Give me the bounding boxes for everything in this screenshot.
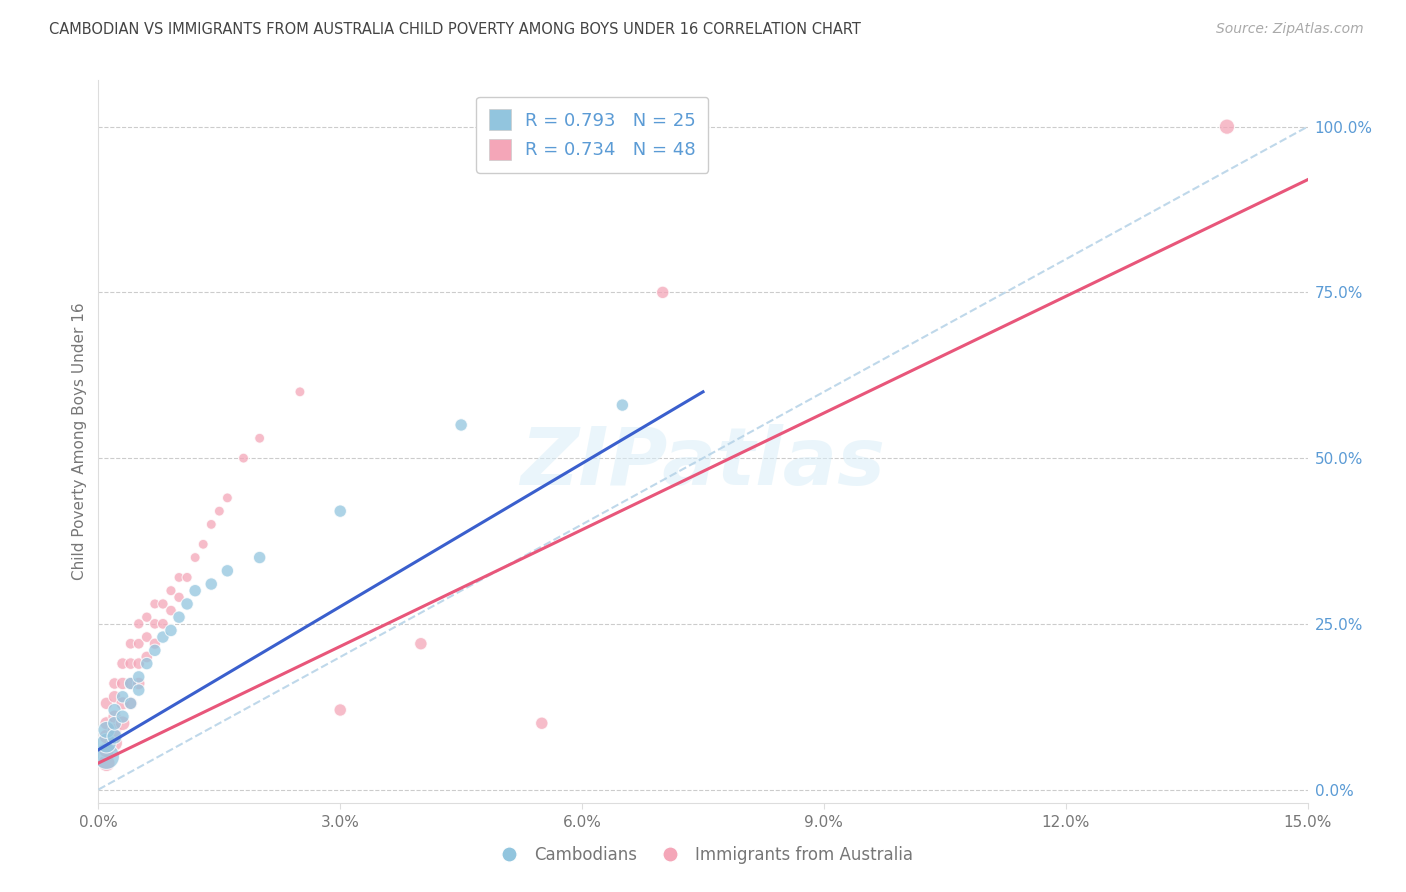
Point: [1216, 120, 1239, 134]
Text: CAMBODIAN VS IMMIGRANTS FROM AUSTRALIA CHILD POVERTY AMONG BOYS UNDER 16 CORRELA: CAMBODIAN VS IMMIGRANTS FROM AUSTRALIA C…: [49, 22, 860, 37]
Point: [200, 517, 222, 532]
Point: [249, 550, 271, 565]
Text: ZIPatlas: ZIPatlas: [520, 425, 886, 502]
Point: [217, 564, 239, 578]
Point: [651, 285, 673, 300]
Point: [103, 690, 125, 704]
Point: [103, 736, 125, 750]
Point: [111, 690, 134, 704]
Point: [249, 431, 271, 445]
Text: Source: ZipAtlas.com: Source: ZipAtlas.com: [1216, 22, 1364, 37]
Point: [128, 683, 150, 698]
Point: [120, 676, 142, 690]
Legend: Cambodians, Immigrants from Australia: Cambodians, Immigrants from Australia: [486, 839, 920, 871]
Point: [103, 716, 125, 731]
Point: [96, 716, 118, 731]
Point: [160, 583, 183, 598]
Point: [329, 504, 352, 518]
Y-axis label: Child Poverty Among Boys Under 16: Child Poverty Among Boys Under 16: [72, 302, 87, 581]
Point: [329, 703, 352, 717]
Point: [96, 697, 118, 711]
Legend: R = 0.793   N = 25, R = 0.734   N = 48: R = 0.793 N = 25, R = 0.734 N = 48: [477, 96, 709, 172]
Point: [167, 610, 190, 624]
Point: [135, 630, 157, 644]
Point: [152, 630, 174, 644]
Point: [184, 583, 207, 598]
Point: [120, 697, 142, 711]
Point: [103, 730, 125, 744]
Point: [103, 703, 125, 717]
Point: [120, 657, 142, 671]
Point: [152, 616, 174, 631]
Point: [530, 716, 553, 731]
Point: [200, 577, 222, 591]
Point: [96, 723, 118, 737]
Point: [152, 597, 174, 611]
Point: [120, 637, 142, 651]
Point: [160, 624, 183, 638]
Point: [217, 491, 239, 505]
Point: [135, 610, 157, 624]
Point: [193, 537, 215, 551]
Point: [96, 743, 118, 757]
Point: [128, 616, 150, 631]
Point: [176, 570, 198, 584]
Point: [128, 670, 150, 684]
Point: [167, 570, 190, 584]
Point: [96, 730, 118, 744]
Point: [143, 637, 166, 651]
Point: [128, 657, 150, 671]
Point: [96, 736, 118, 750]
Point: [111, 716, 134, 731]
Point: [96, 749, 118, 764]
Point: [176, 597, 198, 611]
Point: [288, 384, 311, 399]
Point: [135, 650, 157, 665]
Point: [103, 709, 125, 723]
Point: [167, 591, 190, 605]
Point: [111, 709, 134, 723]
Point: [143, 597, 166, 611]
Point: [128, 637, 150, 651]
Point: [128, 676, 150, 690]
Point: [135, 657, 157, 671]
Point: [120, 697, 142, 711]
Point: [612, 398, 634, 412]
Point: [160, 603, 183, 617]
Point: [96, 756, 118, 770]
Point: [450, 417, 472, 432]
Point: [103, 676, 125, 690]
Point: [409, 637, 432, 651]
Point: [111, 697, 134, 711]
Point: [208, 504, 231, 518]
Point: [143, 616, 166, 631]
Point: [120, 676, 142, 690]
Point: [184, 550, 207, 565]
Point: [111, 657, 134, 671]
Point: [232, 451, 254, 466]
Point: [103, 723, 125, 737]
Point: [111, 676, 134, 690]
Point: [143, 643, 166, 657]
